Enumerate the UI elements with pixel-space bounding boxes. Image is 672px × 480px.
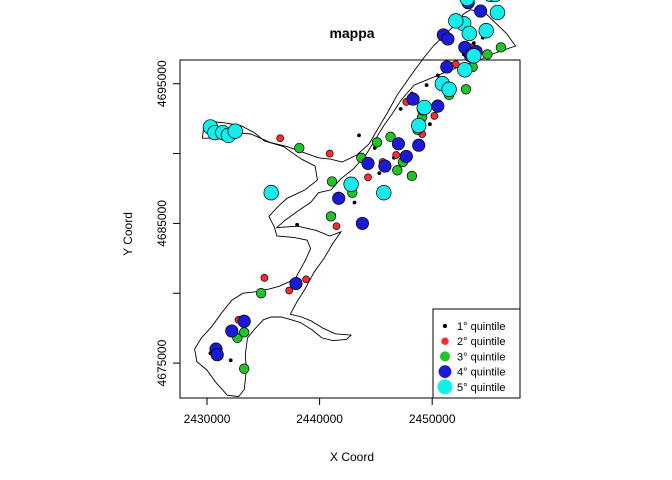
- quintile-4-point: [332, 191, 346, 205]
- chart-title: mappa: [329, 25, 374, 41]
- quintile-4-point: [378, 159, 392, 173]
- legend-label: 2° quintile: [457, 336, 505, 348]
- quintile-3-point: [406, 170, 418, 182]
- legend-label: 3° quintile: [457, 351, 505, 363]
- quintile-2-point: [430, 112, 439, 120]
- quintile-3-point: [326, 176, 338, 187]
- quintile-5-point: [227, 123, 243, 139]
- quintile-3-point: [482, 49, 493, 60]
- quintile-4-point: [474, 4, 488, 18]
- quintile-4-point: [406, 92, 420, 106]
- legend: 1° quintile 2° quintile 3° quintile 4° quin…: [432, 308, 521, 399]
- legend-label: 1° quintile: [457, 321, 505, 333]
- quintile-1-point: [377, 171, 382, 176]
- quintile-3-point: [239, 363, 250, 374]
- quintile-4-point: [399, 149, 413, 163]
- quintile-4-point: [355, 216, 369, 230]
- quintile-5-point: [411, 117, 427, 134]
- quintile-2-point: [285, 286, 294, 295]
- quintile-4-point: [361, 156, 375, 170]
- quintile-1-point: [352, 200, 357, 205]
- quintile-3-point: [371, 137, 383, 148]
- coastline-boundary: [194, 9, 517, 398]
- quintile-1-point: [228, 358, 233, 363]
- quintile-5-point: [448, 13, 464, 29]
- quintile-3-point: [294, 142, 305, 154]
- quintile-5-point: [376, 185, 392, 201]
- quintile-4-point: [440, 60, 454, 74]
- quintile-3-point: [392, 165, 403, 176]
- legend-marker: [437, 379, 453, 395]
- quintile-4-point: [210, 348, 224, 362]
- quintile-3-point: [325, 211, 337, 222]
- quintile-4-point: [431, 99, 445, 113]
- legend-label: 4° quintile: [457, 367, 505, 379]
- quintile-2-point: [276, 134, 285, 143]
- legend-marker: [441, 337, 449, 345]
- quintile-1-point: [428, 122, 432, 127]
- quintile-5-point: [489, 4, 506, 21]
- axes-layer: 2430000 2440000 2450000 4675000 4685000 46950…: [155, 60, 456, 426]
- quintile-5-point: [441, 81, 457, 97]
- quintile-5-point: [457, 62, 473, 78]
- quintile-1-point: [435, 73, 440, 78]
- quintile-5-point: [461, 25, 477, 42]
- quintile-4-point: [391, 137, 405, 151]
- quintile-2-point: [302, 275, 310, 284]
- quintile-2-point: [325, 149, 334, 158]
- quintile-1-point: [295, 222, 299, 227]
- quintile-5-point: [478, 23, 494, 39]
- quintile-4-point: [289, 276, 303, 291]
- y-axis-label: Y Coord: [121, 212, 135, 256]
- y-tick-label: 4675000: [155, 339, 169, 386]
- quintile-5-point: [263, 185, 279, 201]
- points-layer: [202, 0, 507, 374]
- quintile-3-point: [255, 288, 267, 299]
- legend-marker: [439, 351, 451, 362]
- y-tick-label: 4695000: [155, 60, 169, 107]
- quintile-3-point: [385, 131, 396, 142]
- quintile-3-point: [495, 42, 507, 53]
- y-tick-label: 4685000: [155, 200, 169, 247]
- legend-label: 5° quintile: [457, 382, 505, 394]
- quintile-4-point: [237, 314, 251, 328]
- quintile-5-point: [459, 0, 475, 7]
- legend-marker: [442, 323, 448, 329]
- quintile-1-point: [398, 107, 403, 111]
- quintile-4-point: [225, 324, 239, 338]
- quintile-3-point: [239, 327, 250, 338]
- quintile-5-point: [343, 176, 359, 192]
- quintile-1-point: [357, 133, 361, 138]
- x-axis-label: X Coord: [330, 450, 374, 464]
- quintile-1-point: [424, 83, 429, 87]
- quintile-3-point: [460, 84, 472, 95]
- quintile-5-point: [416, 99, 432, 116]
- quintile-5-point: [466, 48, 482, 64]
- quintile-5-point: [489, 0, 501, 3]
- quintile-2-point: [332, 222, 341, 231]
- quintile-2-point: [392, 151, 401, 159]
- quintile-2-point: [260, 274, 269, 282]
- coastline-layer: [194, 9, 517, 398]
- quintile-2-point: [364, 173, 372, 182]
- quintile-4-point: [412, 138, 426, 152]
- legend-marker: [438, 365, 452, 379]
- quintile-4-point: [441, 32, 455, 46]
- x-tick-label: 2450000: [409, 412, 456, 426]
- x-tick-label: 2440000: [296, 412, 343, 426]
- x-tick-label: 2430000: [184, 412, 231, 426]
